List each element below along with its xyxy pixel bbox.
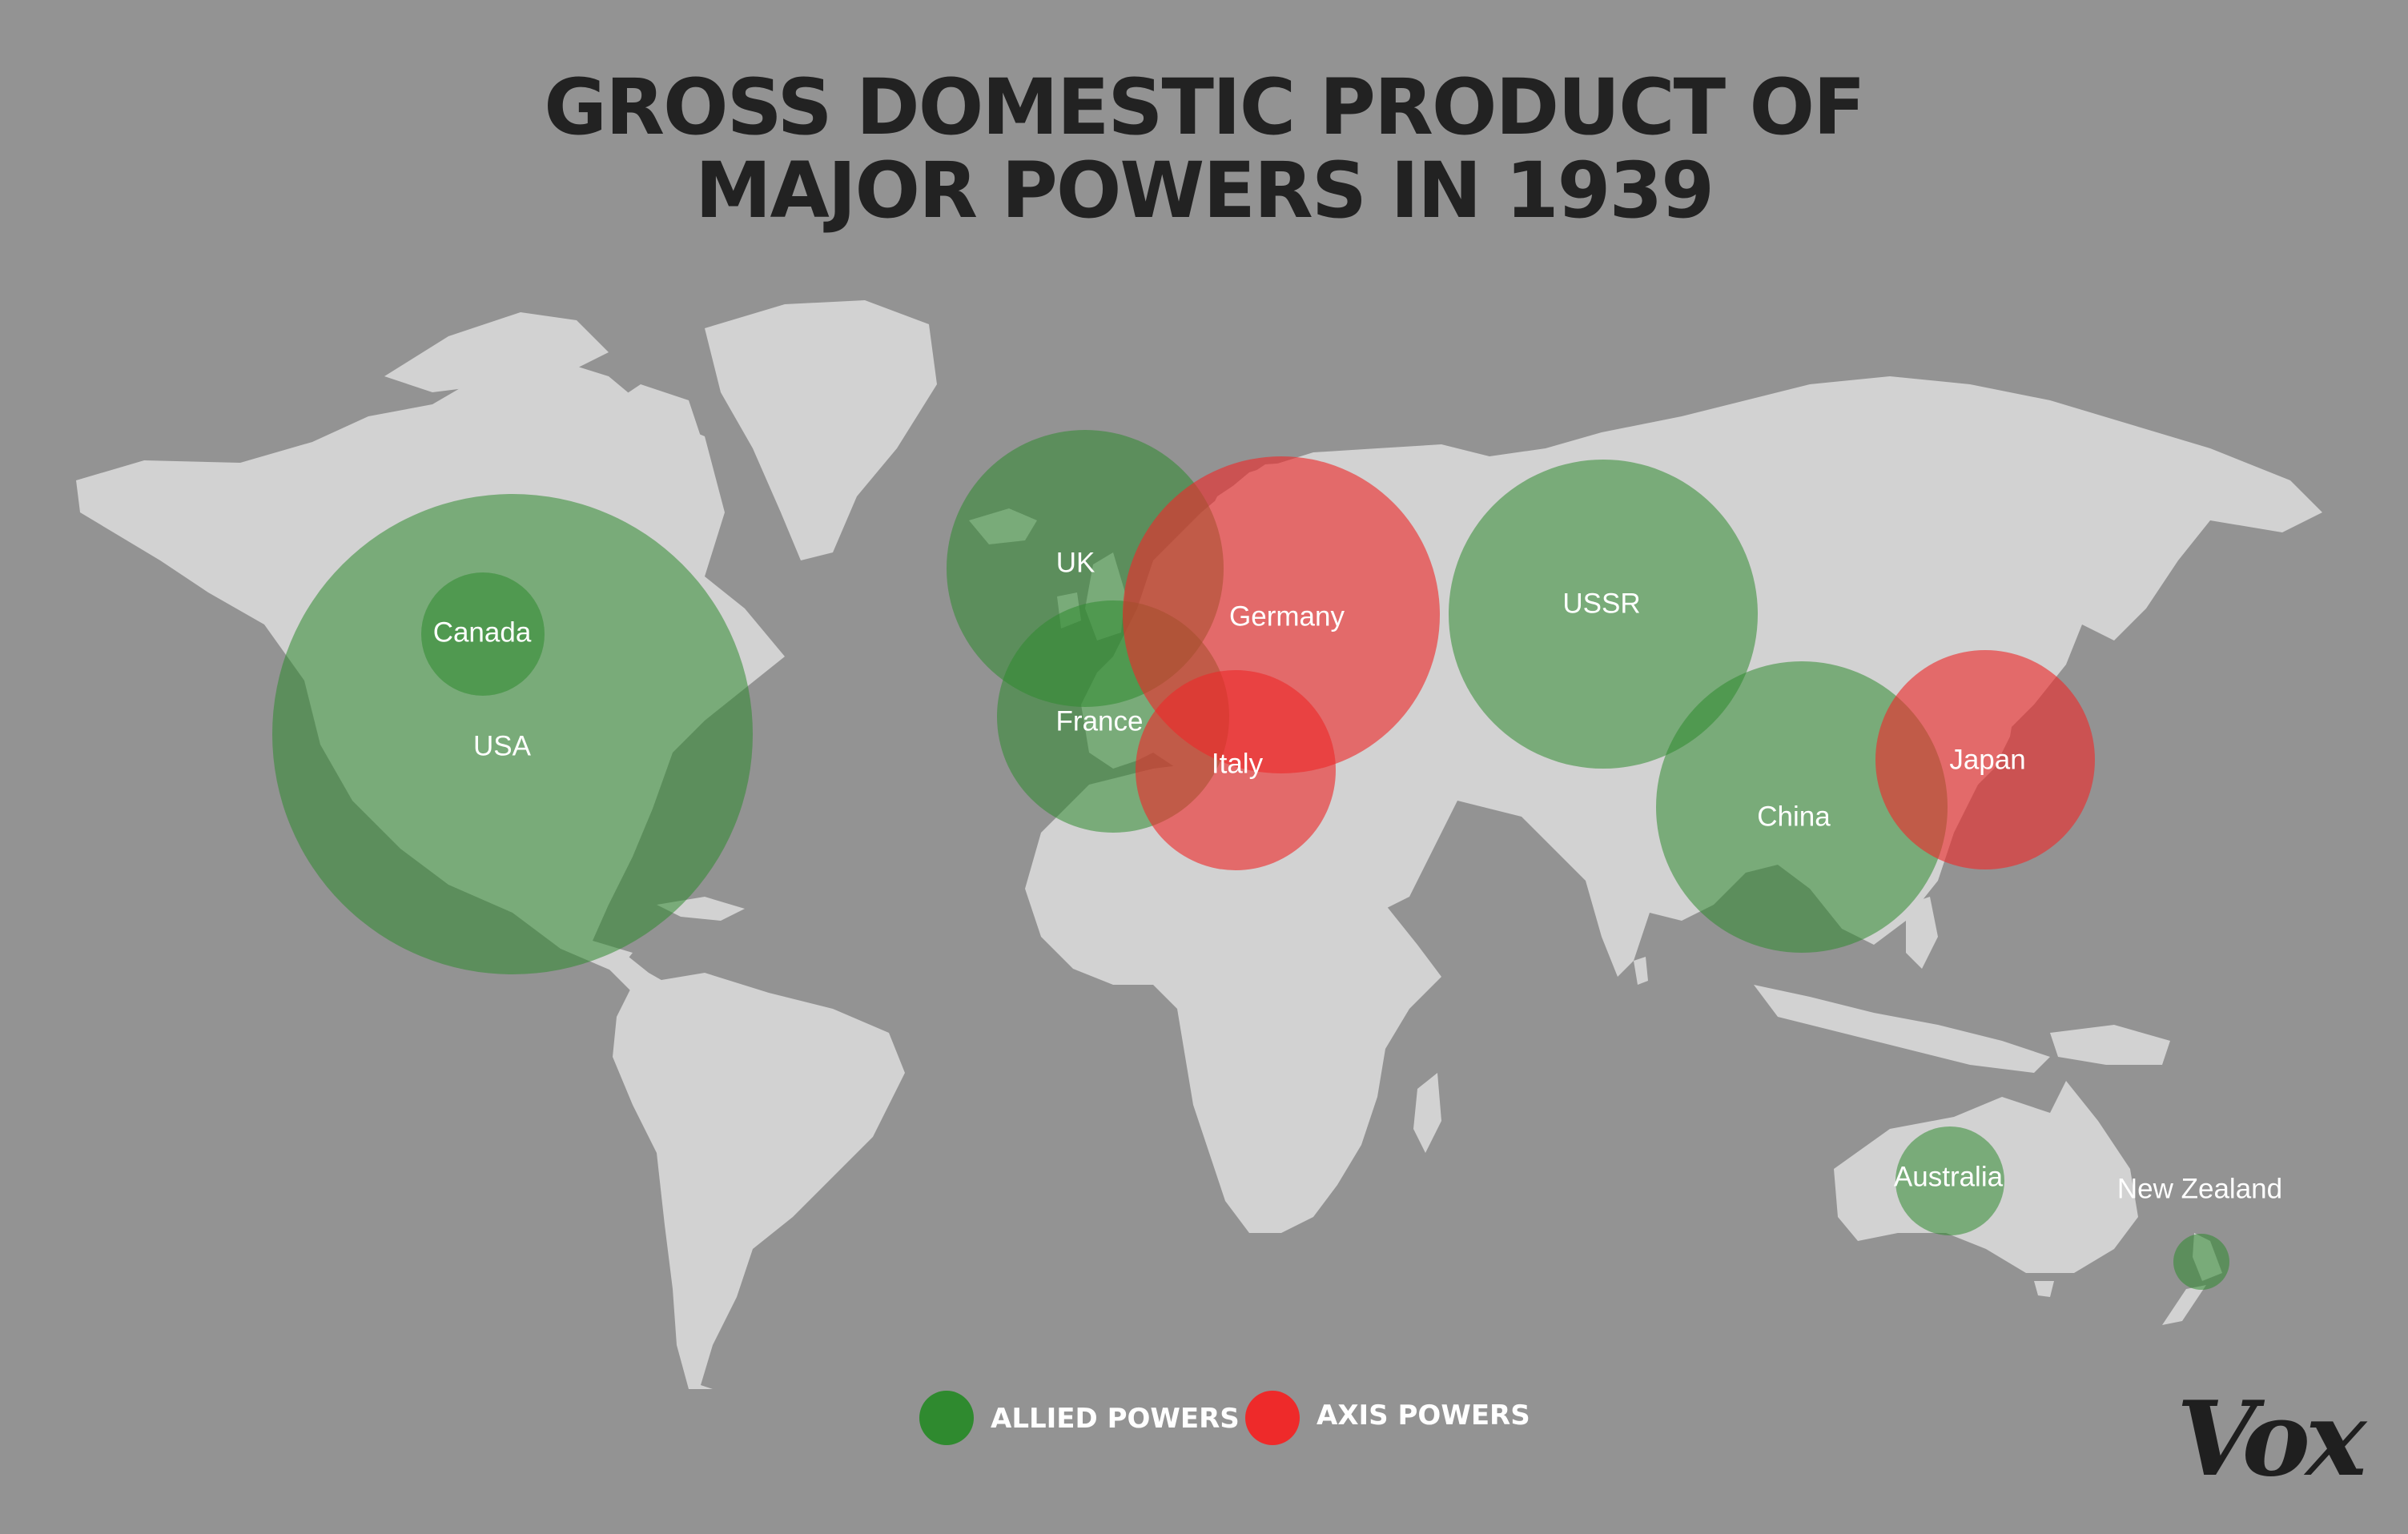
madagascar-landmass	[1413, 1073, 1441, 1153]
label-australia: Australia	[1894, 1161, 2004, 1192]
label-germany: Germany	[1229, 600, 1345, 632]
baffin-island	[593, 384, 705, 480]
philippines-islands	[1906, 897, 1938, 969]
circle-italy	[1136, 670, 1336, 870]
title-line-1: GROSS DOMESTIC PRODUCT OF	[544, 62, 1865, 152]
circle-japan	[1875, 650, 2095, 869]
label-usa: USA	[473, 730, 532, 761]
label-uk: UK	[1056, 547, 1095, 578]
label-china: China	[1757, 801, 1831, 832]
label-ussr: USSR	[1562, 588, 1640, 619]
title-line-2: MAJOR POWERS IN 1939	[694, 146, 1715, 235]
circle-ussr	[1449, 460, 1758, 769]
tasmania-landmass	[2034, 1281, 2054, 1297]
sri-lanka-landmass	[1634, 957, 1648, 985]
allied-legend-swatch	[919, 1391, 974, 1445]
allied-legend-label: ALLIED POWERS	[991, 1403, 1240, 1435]
arctic-archipelago	[384, 312, 609, 392]
gdp-circles	[272, 430, 2229, 1290]
label-italy: Italy	[1212, 748, 1264, 779]
circle-canada	[421, 572, 545, 696]
label-new-zealand: New Zealand	[2117, 1173, 2282, 1204]
africa-landmass	[1025, 761, 1441, 1233]
label-france: France	[1056, 705, 1144, 737]
label-canada: Canada	[433, 616, 532, 648]
greenland-landmass	[705, 300, 937, 560]
new-guinea-landmass	[2050, 1025, 2170, 1065]
south-america-landmass	[613, 973, 905, 1389]
label-japan: Japan	[1949, 744, 2025, 775]
circle-usa	[272, 494, 753, 974]
vox-logo: Vox	[2177, 1379, 2366, 1500]
axis-legend-swatch	[1245, 1391, 1300, 1445]
circle-new-zealand	[2173, 1234, 2229, 1290]
circle-china	[1656, 661, 1948, 953]
map-title: GROSS DOMESTIC PRODUCT OF MAJOR POWERS I…	[0, 66, 2408, 232]
axis-legend-label: AXIS POWERS	[1317, 1399, 1530, 1432]
indonesia-islands	[1754, 985, 2050, 1073]
country-labels: USA Canada UK France USSR China Australi…	[433, 547, 2282, 1204]
circle-australia	[1895, 1126, 2004, 1235]
